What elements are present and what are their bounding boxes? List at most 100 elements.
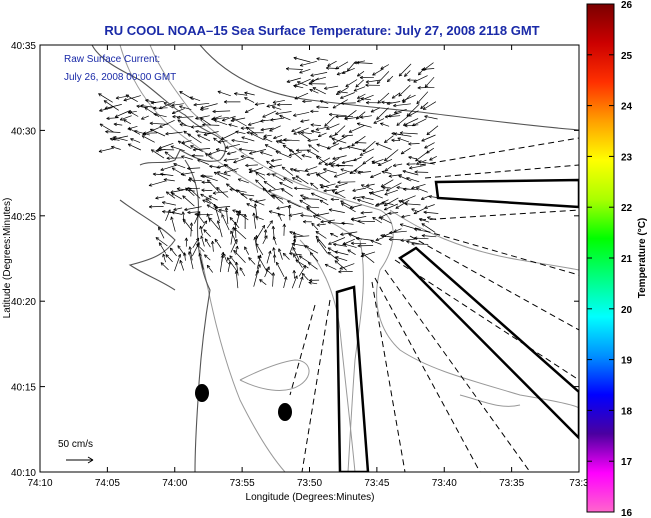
current-vector <box>301 154 312 158</box>
current-vector <box>316 143 331 150</box>
current-vector <box>429 155 437 161</box>
current-vector <box>283 138 300 142</box>
current-vector <box>170 189 184 194</box>
current-vector <box>192 237 200 248</box>
current-vector <box>424 142 435 149</box>
current-vector <box>309 278 320 283</box>
current-vector <box>361 252 375 263</box>
current-vector <box>244 91 255 96</box>
current-vector <box>316 238 328 254</box>
current-vector <box>356 122 372 128</box>
current-vector <box>183 252 187 261</box>
current-vector <box>360 184 374 191</box>
current-vector <box>326 123 340 130</box>
current-vector <box>418 218 430 223</box>
survey-box-diagonal <box>398 246 579 440</box>
current-vector <box>341 67 355 74</box>
current-vector <box>144 107 160 117</box>
colorbar-tick-label: 16 <box>621 508 633 518</box>
current-vector <box>160 164 178 171</box>
current-vector <box>216 171 231 177</box>
current-vector <box>334 250 349 256</box>
current-vector <box>337 90 348 94</box>
current-vector <box>421 223 436 233</box>
current-vector <box>216 220 223 238</box>
current-vector <box>335 114 354 119</box>
current-vector <box>422 101 437 110</box>
current-vector <box>298 276 304 289</box>
current-vector <box>249 198 265 206</box>
current-vector <box>285 67 303 71</box>
current-vector <box>288 151 302 157</box>
current-vector <box>328 208 345 213</box>
current-vector <box>233 249 246 263</box>
current-vector <box>190 125 204 129</box>
current-vector <box>287 205 292 221</box>
current-vector <box>417 86 435 90</box>
current-vector <box>318 157 331 165</box>
current-vector <box>159 119 175 128</box>
current-vector <box>180 171 195 176</box>
current-vector <box>266 220 273 229</box>
current-vector <box>306 171 318 176</box>
current-vector <box>155 237 168 247</box>
current-vector <box>133 129 150 136</box>
current-vector <box>393 228 402 233</box>
current-vector <box>300 213 313 218</box>
current-vector <box>244 107 254 113</box>
current-vector <box>299 68 311 74</box>
y-axis-label: Latitude (Degrees:Minutes) <box>2 198 13 319</box>
current-vector <box>365 100 382 105</box>
current-vector <box>401 214 411 219</box>
current-vector <box>174 254 182 272</box>
current-vector <box>352 187 367 192</box>
current-vector <box>391 138 401 143</box>
current-vector <box>155 196 165 200</box>
current-vector <box>243 213 247 230</box>
current-vector <box>324 85 339 90</box>
current-vector <box>310 109 319 114</box>
current-vector <box>255 172 266 180</box>
current-vector <box>171 211 182 215</box>
current-vector <box>408 142 420 146</box>
current-vector <box>187 210 201 215</box>
current-vector <box>309 88 319 94</box>
current-vector <box>109 137 120 141</box>
current-vector <box>254 199 266 204</box>
current-vector <box>179 123 194 128</box>
current-vector <box>400 238 418 243</box>
current-vector <box>359 75 374 80</box>
current-vector <box>377 92 390 104</box>
current-vector <box>370 239 382 245</box>
current-vector <box>331 137 347 144</box>
current-vector <box>185 187 195 196</box>
map-area <box>91 45 579 472</box>
current-vector <box>399 223 417 230</box>
current-vector <box>350 241 367 246</box>
current-vector <box>193 102 210 107</box>
current-vector <box>113 136 128 142</box>
current-vector <box>324 162 336 167</box>
current-vector <box>234 92 248 96</box>
current-vector <box>359 148 375 156</box>
current-vector <box>310 76 326 83</box>
current-vector <box>334 189 345 195</box>
current-vector <box>401 94 416 102</box>
current-vector <box>153 106 168 110</box>
current-vector <box>383 197 399 207</box>
current-vector <box>246 130 264 135</box>
current-vector <box>406 176 420 183</box>
current-vector <box>380 64 390 70</box>
current-vector <box>201 174 218 182</box>
current-vector <box>353 156 362 162</box>
current-vector <box>372 68 384 76</box>
current-vector <box>283 177 293 184</box>
current-vector <box>315 126 330 131</box>
current-vector <box>255 243 264 256</box>
current-vector <box>161 201 176 206</box>
current-vector <box>324 263 337 270</box>
current-vector <box>356 60 373 65</box>
x-tick-label: 73:50 <box>297 478 322 489</box>
current-vector <box>246 203 256 209</box>
current-vector <box>339 263 355 270</box>
